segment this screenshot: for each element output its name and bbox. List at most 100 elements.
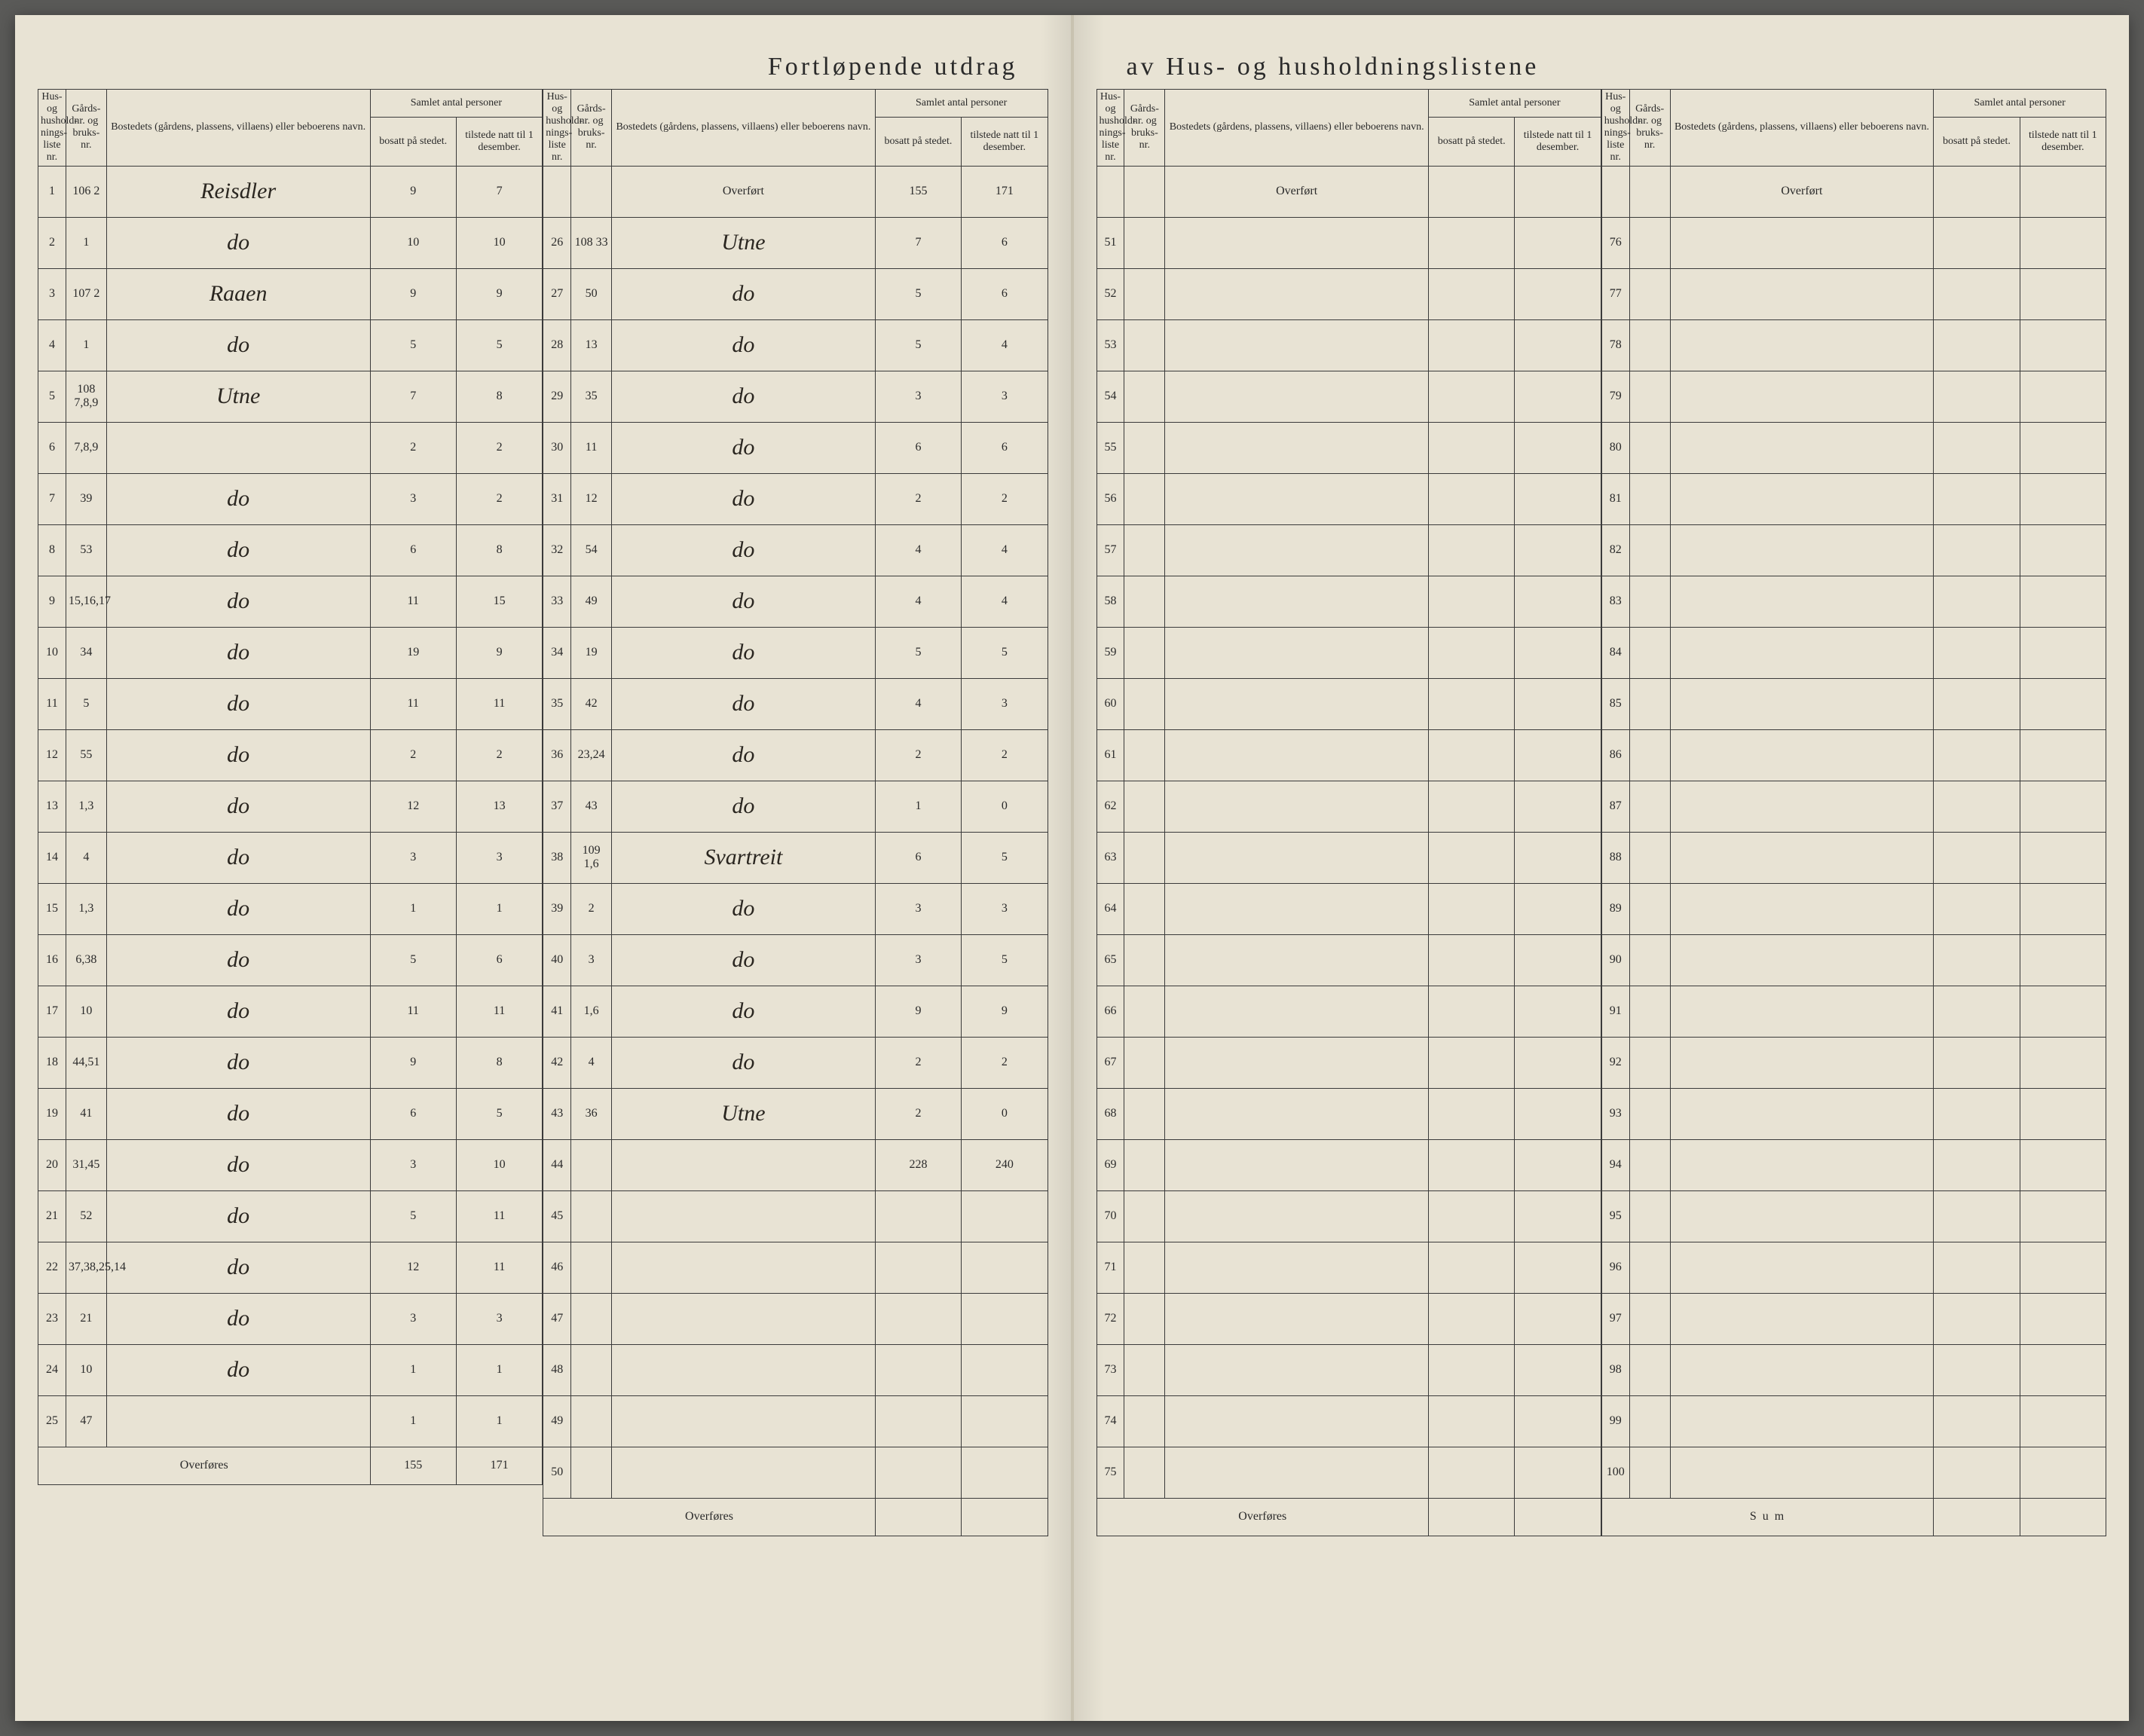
- bosatt: 9: [875, 986, 961, 1037]
- place-name: [612, 1190, 876, 1242]
- table-row: 739do32: [38, 473, 543, 524]
- row-nr: 23: [38, 1293, 66, 1344]
- table-row: 59: [1096, 627, 1601, 678]
- place-name: do: [612, 627, 876, 678]
- empty-cell: [1515, 1344, 1601, 1395]
- bosatt: 5: [875, 627, 961, 678]
- table-row: 95: [1601, 1190, 2106, 1242]
- place-name: [106, 422, 370, 473]
- table-row: 60: [1096, 678, 1601, 729]
- tilstede: 1: [456, 883, 542, 934]
- empty-cell: [1515, 781, 1601, 832]
- place-name: do: [612, 729, 876, 781]
- tilstede: 5: [456, 319, 542, 371]
- census-table-4: Hus- og hushold-nings-liste nr. Gårds-nr…: [1601, 89, 2106, 1536]
- empty-cell: [1515, 524, 1601, 576]
- title-left: Fortløpende utdrag: [38, 53, 1048, 81]
- bosatt: 2: [370, 422, 456, 473]
- tilstede: 4: [962, 576, 1048, 627]
- empty-cell: [1429, 422, 1515, 473]
- empty-cell: [1124, 627, 1165, 678]
- table-row: 48: [543, 1344, 1048, 1395]
- table-row: 3112do22: [543, 473, 1048, 524]
- bosatt: 6: [875, 832, 961, 883]
- empty-cell: [1124, 1088, 1165, 1139]
- bosatt: 3: [370, 1293, 456, 1344]
- table-row: 115do1111: [38, 678, 543, 729]
- empty-cell: [1934, 1293, 2020, 1344]
- overfort-label: Overført: [1165, 166, 1429, 217]
- table-row: 2031,45do310: [38, 1139, 543, 1190]
- bosatt: 6: [875, 422, 961, 473]
- col-bostedet: Bostedets (gårdens, plassens, villaens) …: [1165, 90, 1429, 167]
- empty-cell: [1934, 1344, 2020, 1395]
- place-name: do: [612, 781, 876, 832]
- empty-cell: [2020, 1190, 2106, 1242]
- tilstede: 2: [962, 473, 1048, 524]
- table-row: 254711: [38, 1395, 543, 1447]
- bosatt: [875, 1242, 961, 1293]
- table-row: 151,3do11: [38, 883, 543, 934]
- row-nr: 42: [543, 1037, 571, 1088]
- gard-nr: [571, 1344, 612, 1395]
- bosatt: 19: [370, 627, 456, 678]
- place-name: Utne: [612, 217, 876, 268]
- tilstede: 4: [962, 319, 1048, 371]
- empty-cell: [2020, 832, 2106, 883]
- place-name: do: [106, 1242, 370, 1293]
- empty-cell: [1670, 1242, 1934, 1293]
- table-row: 75: [1096, 1447, 1601, 1498]
- empty-cell: [1429, 934, 1515, 986]
- empty-cell: [1934, 986, 2020, 1037]
- tilstede: 0: [962, 1088, 1048, 1139]
- tilstede: 8: [456, 524, 542, 576]
- empty-cell: [1670, 268, 1934, 319]
- table-row: 81: [1601, 473, 2106, 524]
- gard-nr: [571, 1447, 612, 1498]
- row-nr: 12: [38, 729, 66, 781]
- empty-cell: [1165, 883, 1429, 934]
- table-row: 72: [1096, 1293, 1601, 1344]
- row-nr: 83: [1601, 576, 1629, 627]
- place-name: do: [612, 473, 876, 524]
- gard-nr: 107 2: [66, 268, 106, 319]
- empty-cell: [1429, 1344, 1515, 1395]
- empty-cell: [1670, 1088, 1934, 1139]
- row-nr: 5: [38, 371, 66, 422]
- tilstede: 9: [456, 627, 542, 678]
- empty-cell: [1629, 371, 1670, 422]
- table-row: 70: [1096, 1190, 1601, 1242]
- table-row: 1941do65: [38, 1088, 543, 1139]
- empty-cell: [1670, 422, 1934, 473]
- place-name: do: [106, 1190, 370, 1242]
- tilstede: [962, 1242, 1048, 1293]
- place-name: [612, 1447, 876, 1498]
- col-hus-nr: Hus- og hushold-nings-liste nr.: [38, 90, 66, 167]
- gard-nr: [571, 1190, 612, 1242]
- gard-nr: 12: [571, 473, 612, 524]
- gard-nr: 47: [66, 1395, 106, 1447]
- empty-cell: [1124, 1293, 1165, 1344]
- table-row: 1034do199: [38, 627, 543, 678]
- empty-cell: [1429, 576, 1515, 627]
- panel-3: Hus- og hushold-nings-liste nr. Gårds-nr…: [1096, 89, 1601, 1536]
- row-nr: 97: [1601, 1293, 1629, 1344]
- overfores-bosatt: 155: [370, 1447, 456, 1484]
- row-nr: 2: [38, 217, 66, 268]
- gard-nr: 108 33: [571, 217, 612, 268]
- bosatt: [875, 1447, 961, 1498]
- table-row: 46: [543, 1242, 1048, 1293]
- bosatt: 6: [370, 524, 456, 576]
- table-row: 38109 1,6Svartreit65: [543, 832, 1048, 883]
- bosatt: 1: [370, 1395, 456, 1447]
- overfort-row: Overført: [1601, 166, 2106, 217]
- empty-cell: [1515, 934, 1601, 986]
- empty-cell: [2020, 627, 2106, 678]
- table-row: 57: [1096, 524, 1601, 576]
- row-nr: 49: [543, 1395, 571, 1447]
- table-row: 56: [1096, 473, 1601, 524]
- row-nr: 87: [1601, 781, 1629, 832]
- tilstede: 5: [962, 832, 1048, 883]
- empty-cell: [1124, 934, 1165, 986]
- empty-cell: [2020, 1088, 2106, 1139]
